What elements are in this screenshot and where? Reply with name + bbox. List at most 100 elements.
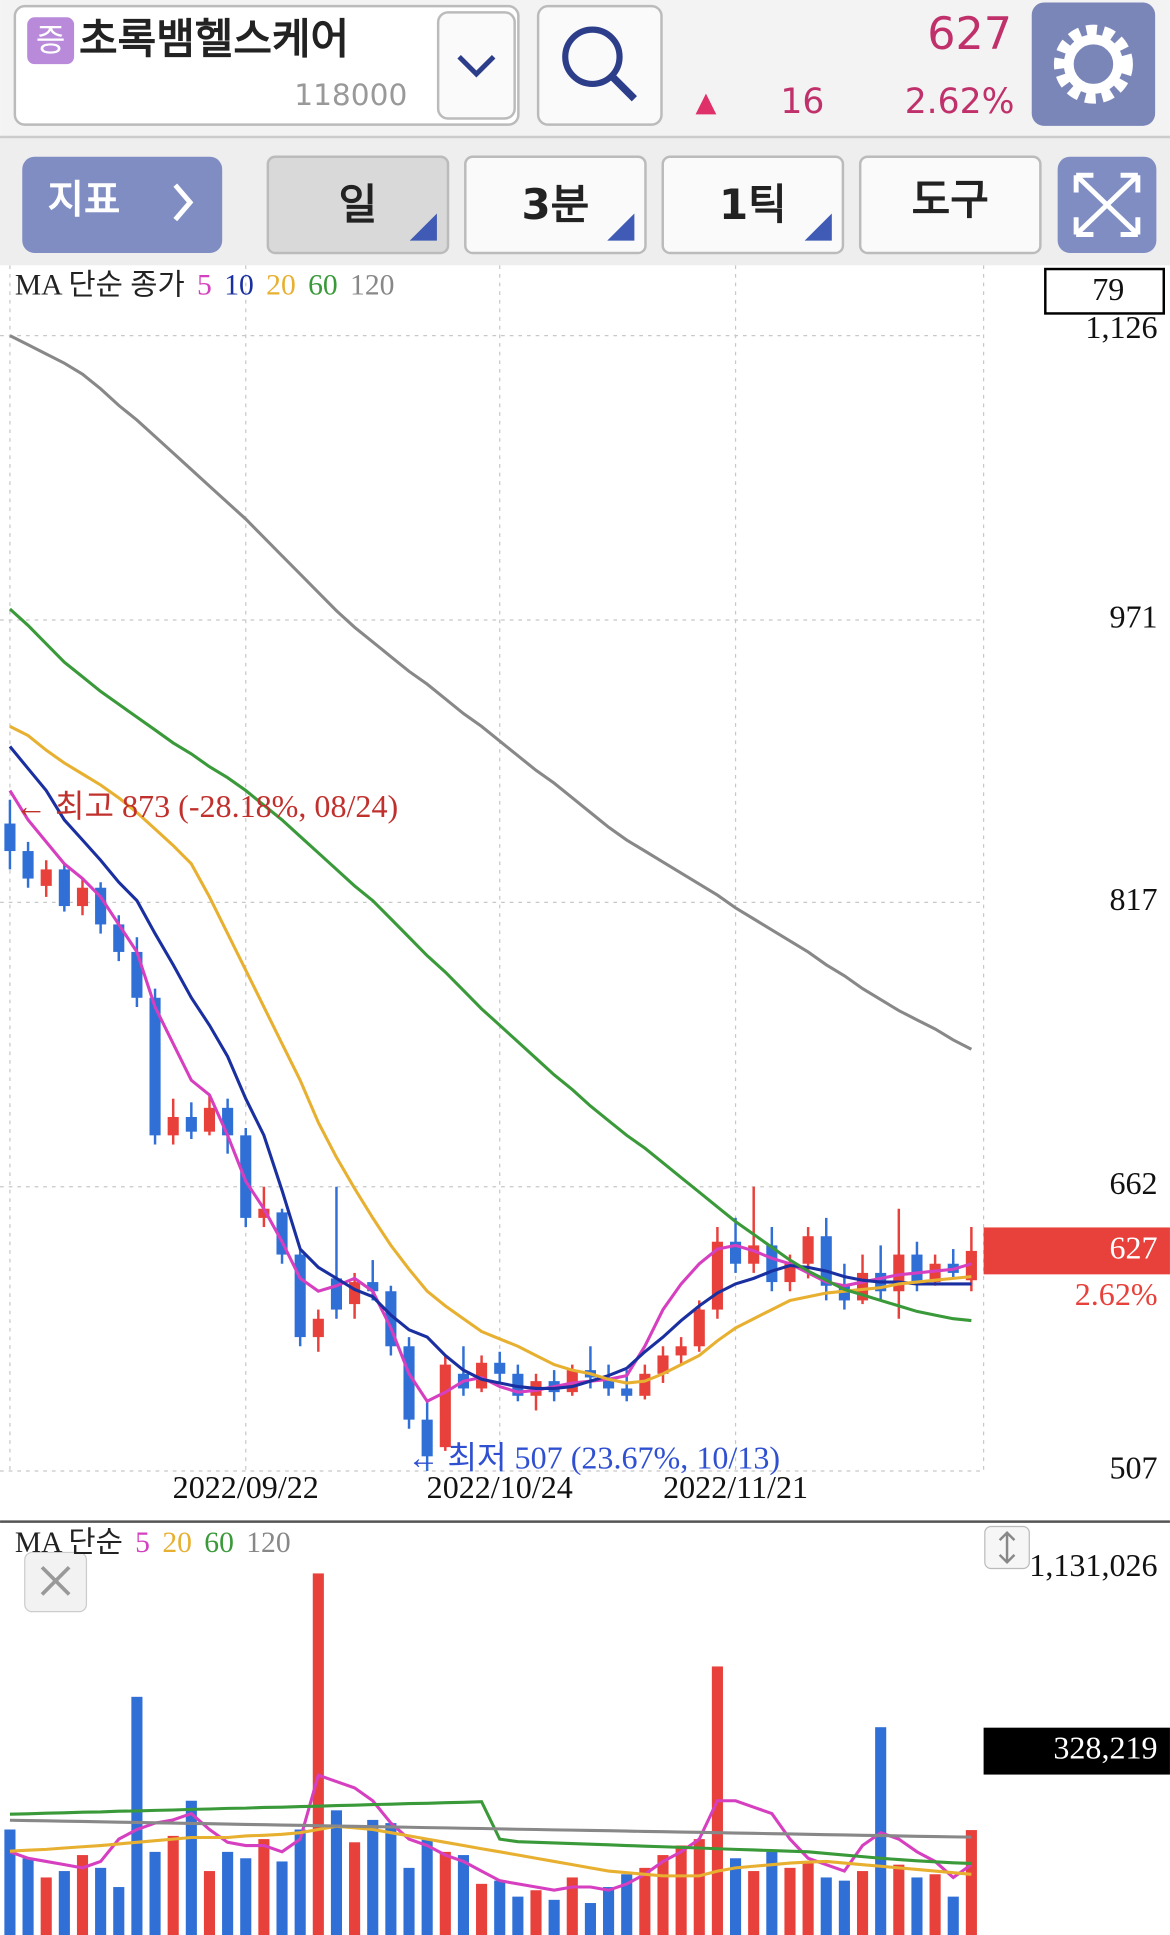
tools-button[interactable] [858,155,1042,255]
volume-bar [185,1800,197,1935]
candle-body [621,1388,633,1396]
stock-box[interactable] [13,4,520,126]
corner-icon [409,213,437,241]
volume-bar [258,1839,270,1935]
legend-entry: 60 [204,1527,234,1559]
y-tick-label: 662 [1109,1165,1157,1201]
candle-body [258,1208,270,1218]
ma-line [8,745,972,1390]
candle-body [167,1117,179,1136]
volume-bar [784,1867,796,1935]
period-label: 일 [339,180,378,229]
gear-teeth [1053,24,1133,104]
legend-entry: 120 [246,1527,290,1559]
count-box [1044,267,1166,315]
tick-label: 1틱 [719,180,787,229]
volume-bar [893,1864,905,1935]
candle-body [784,1263,796,1283]
candle-body [240,1135,252,1218]
y-tick-label: 1,126 [1085,309,1157,345]
chevron-icon [457,55,496,78]
candle-body [385,1291,397,1347]
settings-button[interactable] [1031,2,1156,126]
volume-bar [548,1899,560,1935]
volume-bar [349,1842,361,1935]
x-tick-label: 2022/11/21 [663,1469,808,1505]
candle-body [276,1212,288,1255]
price: 627 [927,9,1012,60]
volume-bar [512,1896,524,1935]
volume-bar [947,1896,959,1935]
minute-button[interactable] [464,155,647,255]
candle-body [512,1373,524,1396]
candle-body [856,1272,869,1301]
candle-body [58,869,70,907]
badge [27,17,75,65]
period-button[interactable] [266,155,450,255]
candle-body [711,1241,723,1310]
volume-bar [312,1573,324,1935]
legend-entry: 5 [135,1527,150,1559]
close-icon [40,1565,71,1596]
change-label: 2.62% [1075,1276,1158,1312]
dropdown-button[interactable] [436,11,516,120]
volume-bar [367,1819,379,1935]
legend-entry: 120 [350,269,394,301]
candle-body [639,1373,651,1396]
legend-title: MA 단순 [15,1527,123,1559]
candle-body [802,1236,814,1264]
indicator-button[interactable] [22,156,223,253]
volume-bar [748,1871,760,1935]
volume-bar [693,1839,705,1935]
volume-bar [95,1867,107,1935]
expand-icon [1073,172,1141,237]
volume-bar [911,1877,923,1935]
resize-icon [998,1530,1016,1565]
ma-line [9,1800,972,1865]
search-button[interactable] [536,4,663,126]
volume-bar [530,1890,542,1935]
volume-bar [421,1839,433,1935]
candle-body [349,1282,361,1305]
candle-body [95,887,107,925]
tick-button[interactable] [661,155,845,255]
legend-title: MA 단순 종가 [15,269,185,301]
legend-entry: 20 [266,269,296,301]
volume-bar [4,1829,16,1935]
volume-bar [330,1810,343,1935]
candle-body [294,1254,306,1338]
change: 16 [780,82,824,122]
annotation: ← 최고 873 (-28.18%, 08/24) [15,788,398,824]
search-handle [609,73,637,102]
volume-bar [929,1874,941,1935]
candle-body [203,1107,216,1132]
volume-bar [403,1867,415,1935]
legend-entry: 60 [308,269,338,301]
volume-bar [131,1696,143,1935]
ma-line [9,334,973,1051]
candle-body [149,997,161,1136]
candle-body [693,1309,705,1347]
annotation: ← 최저 507 (23.67%, 10/13) [407,1439,780,1475]
candle-body [730,1241,742,1264]
volume-bar [603,1887,615,1935]
legend-entry: 10 [224,269,254,301]
search-icon [562,26,623,88]
candle-body [766,1245,778,1283]
candle-body [113,924,125,952]
candle-body [4,823,16,852]
volume-tag [983,1727,1170,1775]
candle-body [566,1370,578,1393]
volume-bar [476,1883,488,1935]
volume-bar [621,1874,633,1935]
ma-line [9,1773,973,1892]
chevron-icon [173,183,194,222]
candle-body [494,1362,506,1374]
volume-bar [58,1871,70,1935]
candle-body [748,1245,760,1264]
volume-bar [439,1851,451,1935]
volume-bar [222,1851,234,1935]
volume-bar [584,1903,596,1935]
x-tick-label: 2022/09/22 [173,1469,319,1505]
candle-body [929,1263,941,1283]
